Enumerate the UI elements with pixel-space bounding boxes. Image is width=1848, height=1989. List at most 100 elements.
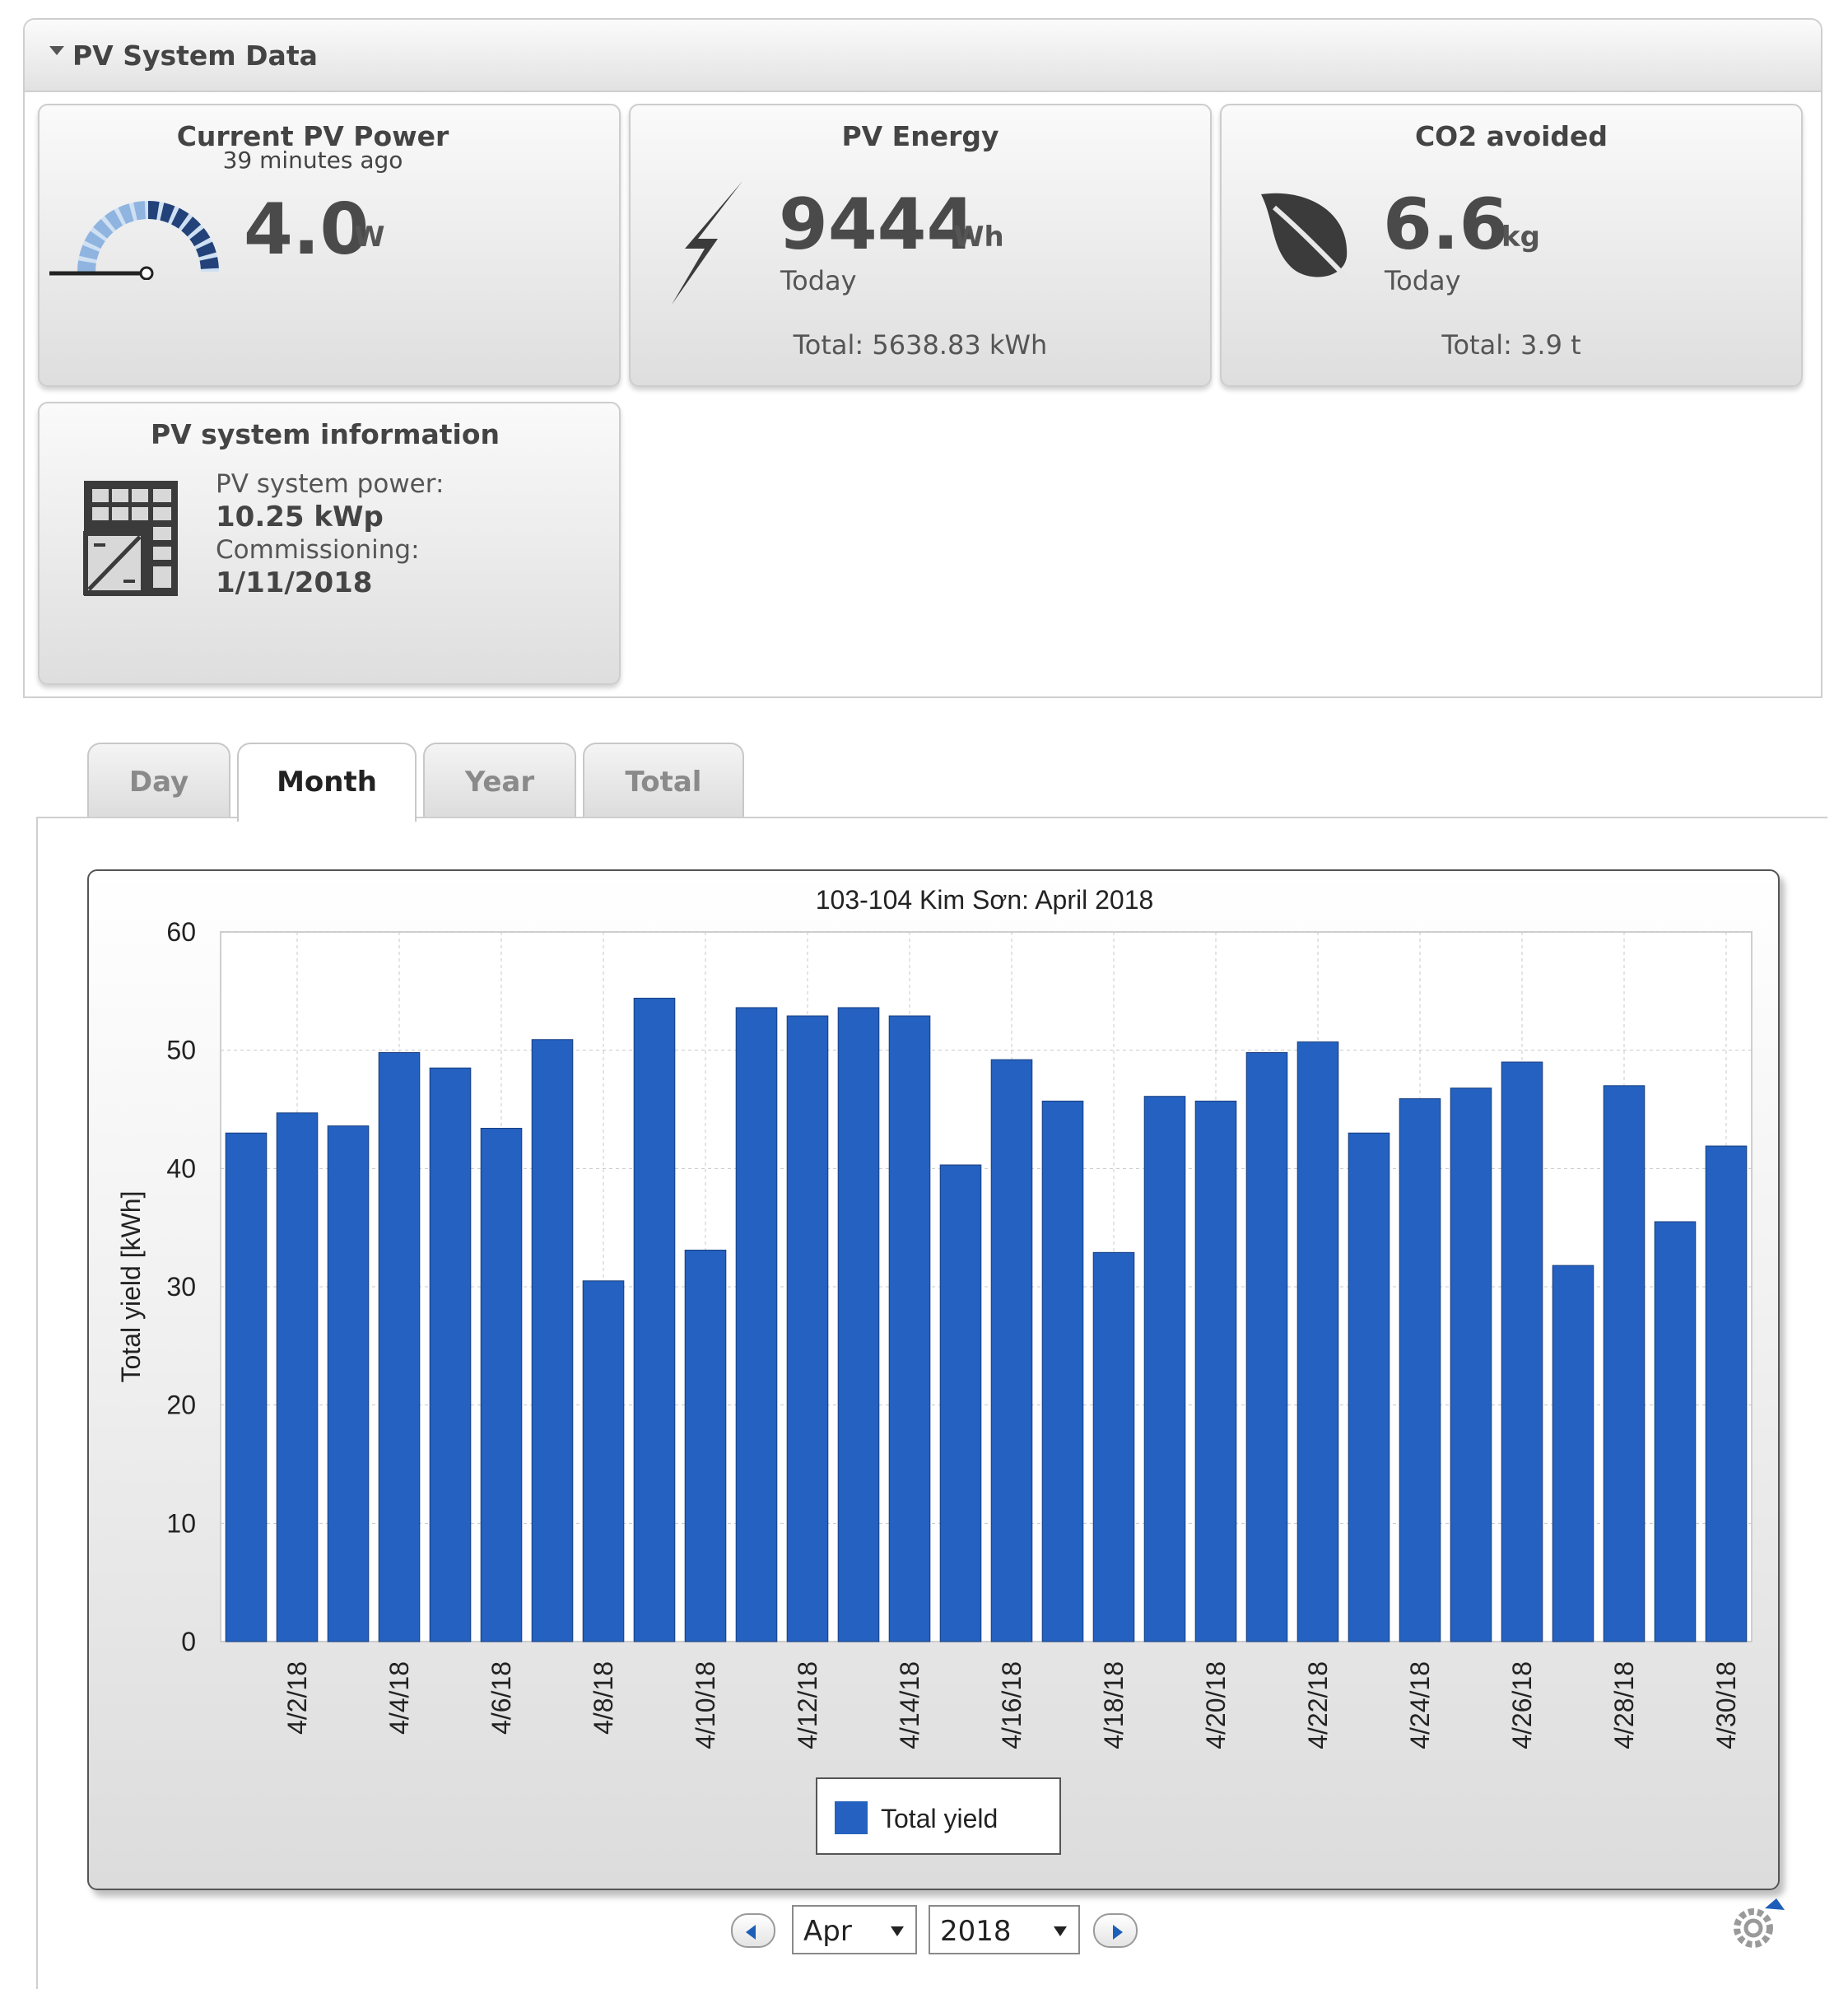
- pv-energy-tile: PV Energy 9444 Wh Today Total: 5638.83 k…: [629, 104, 1212, 387]
- bar-4/4/18[interactable]: [378, 1052, 421, 1642]
- x-tick-label: 4/16/18: [997, 1661, 1026, 1749]
- bar-4/2/18[interactable]: [276, 1112, 319, 1642]
- y-tick-label: 0: [181, 1627, 196, 1656]
- chart-canvas: 103-104 Kim Sơn: April 2018 0 10 20 30 40 50 6…: [116, 885, 1753, 1855]
- x-tick-label: 4/6/18: [486, 1661, 516, 1735]
- system-power-value: 10.25 kWp: [216, 501, 384, 533]
- previous-month-button[interactable]: [731, 1913, 775, 1948]
- y-axis-label: Total yield [kWh]: [116, 1191, 146, 1383]
- energy-period-label: Today: [780, 265, 857, 296]
- bar-4/1/18[interactable]: [225, 1132, 268, 1642]
- panel-title: PV System Data: [72, 40, 318, 72]
- tab-year[interactable]: Year: [423, 743, 576, 818]
- next-month-button[interactable]: [1093, 1913, 1138, 1948]
- x-tick-label: 4/10/18: [691, 1661, 720, 1749]
- bar-4/28/18[interactable]: [1603, 1085, 1646, 1642]
- current-power-unit: W: [354, 221, 385, 254]
- bar-4/13/18[interactable]: [837, 1007, 880, 1642]
- co2-total: Total: 3.9 t: [1441, 329, 1581, 361]
- x-tick-label: 4/14/18: [895, 1661, 924, 1749]
- x-tick-label: 4/30/18: [1711, 1661, 1741, 1749]
- current-pv-power-tile: Current PV Power 39 minutes ago 4.0 W: [38, 104, 621, 387]
- arrow-left-icon: [746, 1925, 756, 1940]
- legend-label: Total yield: [881, 1804, 998, 1833]
- energy-today-value: 9444: [779, 184, 976, 266]
- pv-system-info-tile: PV system information PV system power: 1…: [38, 402, 621, 685]
- bar-4/27/18[interactable]: [1552, 1265, 1594, 1642]
- content-border: [36, 817, 38, 1989]
- commissioning-label: Commissioning:: [216, 535, 420, 565]
- bar-4/3/18[interactable]: [327, 1125, 370, 1642]
- leaf-icon: [1261, 193, 1354, 286]
- x-tick-label: 4/8/18: [589, 1661, 618, 1735]
- bar-4/30/18[interactable]: [1705, 1145, 1748, 1642]
- y-tick-label: 60: [166, 917, 196, 947]
- x-tick-label: 4/2/18: [282, 1661, 312, 1735]
- bar-4/24/18[interactable]: [1399, 1098, 1441, 1642]
- tile-title: PV Energy: [841, 120, 999, 152]
- x-tick-label: 4/28/18: [1609, 1661, 1639, 1749]
- y-tick-label: 40: [166, 1153, 196, 1183]
- month-select-value: Apr: [803, 1915, 852, 1948]
- energy-unit: Wh: [953, 221, 1004, 254]
- bar-4/12/18[interactable]: [786, 1015, 829, 1642]
- bar-4/14/18[interactable]: [888, 1015, 931, 1642]
- y-axis-ticks: 0 10 20 30 40 50 60: [166, 917, 196, 1656]
- system-power-label: PV system power:: [216, 469, 445, 499]
- bar-4/15/18[interactable]: [939, 1164, 982, 1642]
- pv-system-data-panel: PV System Data Current PV Power 39 minut…: [23, 18, 1822, 698]
- last-update-text: 39 minutes ago: [222, 147, 403, 174]
- co2-today-value: 6.6: [1383, 184, 1509, 266]
- bar-4/22/18[interactable]: [1296, 1041, 1339, 1642]
- collapse-triangle-icon[interactable]: [49, 46, 64, 55]
- tile-title: PV system information: [150, 418, 500, 450]
- x-tick-label: 4/4/18: [384, 1661, 414, 1735]
- x-tick-label: 4/22/18: [1303, 1661, 1333, 1749]
- bar-4/16/18[interactable]: [990, 1059, 1033, 1642]
- bar-4/10/18[interactable]: [684, 1249, 727, 1642]
- bar-4/8/18[interactable]: [582, 1280, 625, 1642]
- bar-4/6/18[interactable]: [480, 1127, 523, 1642]
- x-tick-label: 4/12/18: [793, 1661, 822, 1749]
- bar-4/7/18[interactable]: [531, 1039, 574, 1642]
- panel-header[interactable]: PV System Data: [25, 20, 1821, 92]
- co2-period-label: Today: [1385, 265, 1461, 296]
- energy-total: Total: 5638.83 kWh: [793, 329, 1048, 361]
- tab-month[interactable]: Month: [237, 743, 417, 822]
- gauge-icon: [49, 201, 219, 280]
- yield-chart: 103-104 Kim Sơn: April 2018 0 10 20 30 40 50 6…: [87, 869, 1780, 1890]
- co2-unit: kg: [1501, 221, 1540, 254]
- current-power-value: 4.0: [244, 189, 370, 271]
- bars: [225, 997, 1748, 1642]
- settings-gear-icon[interactable]: [1729, 1897, 1786, 1951]
- arrow-right-icon: [1113, 1925, 1123, 1940]
- x-tick-label: 4/18/18: [1099, 1661, 1129, 1749]
- bar-4/18/18[interactable]: [1092, 1251, 1135, 1642]
- tab-total[interactable]: Total: [583, 743, 744, 818]
- bar-4/17/18[interactable]: [1041, 1100, 1084, 1642]
- bar-4/26/18[interactable]: [1501, 1061, 1543, 1642]
- tab-divider: [36, 817, 1827, 818]
- bar-4/9/18[interactable]: [633, 997, 676, 1642]
- dropdown-arrow-icon: [1054, 1926, 1067, 1936]
- x-tick-label: 4/20/18: [1201, 1661, 1231, 1749]
- bar-4/11/18[interactable]: [735, 1007, 778, 1642]
- bar-4/19/18[interactable]: [1143, 1096, 1186, 1642]
- legend: Total yield: [816, 1777, 1061, 1855]
- grid-lines: [221, 931, 1752, 1642]
- bar-4/29/18[interactable]: [1654, 1221, 1697, 1642]
- x-tick-label: 4/24/18: [1405, 1661, 1435, 1749]
- commissioning-value: 1/11/2018: [216, 566, 373, 599]
- dropdown-arrow-icon: [891, 1926, 904, 1936]
- bar-4/5/18[interactable]: [429, 1067, 472, 1642]
- bar-4/25/18[interactable]: [1450, 1088, 1492, 1642]
- bar-4/21/18[interactable]: [1245, 1052, 1288, 1642]
- month-select[interactable]: Apr: [792, 1905, 917, 1954]
- tab-day[interactable]: Day: [87, 743, 230, 818]
- inverter-panel-icon: [83, 481, 178, 596]
- y-tick-label: 10: [166, 1508, 196, 1538]
- bar-4/23/18[interactable]: [1348, 1132, 1390, 1642]
- year-select[interactable]: 2018: [929, 1905, 1080, 1954]
- bar-4/20/18[interactable]: [1194, 1100, 1237, 1642]
- y-tick-label: 50: [166, 1036, 196, 1065]
